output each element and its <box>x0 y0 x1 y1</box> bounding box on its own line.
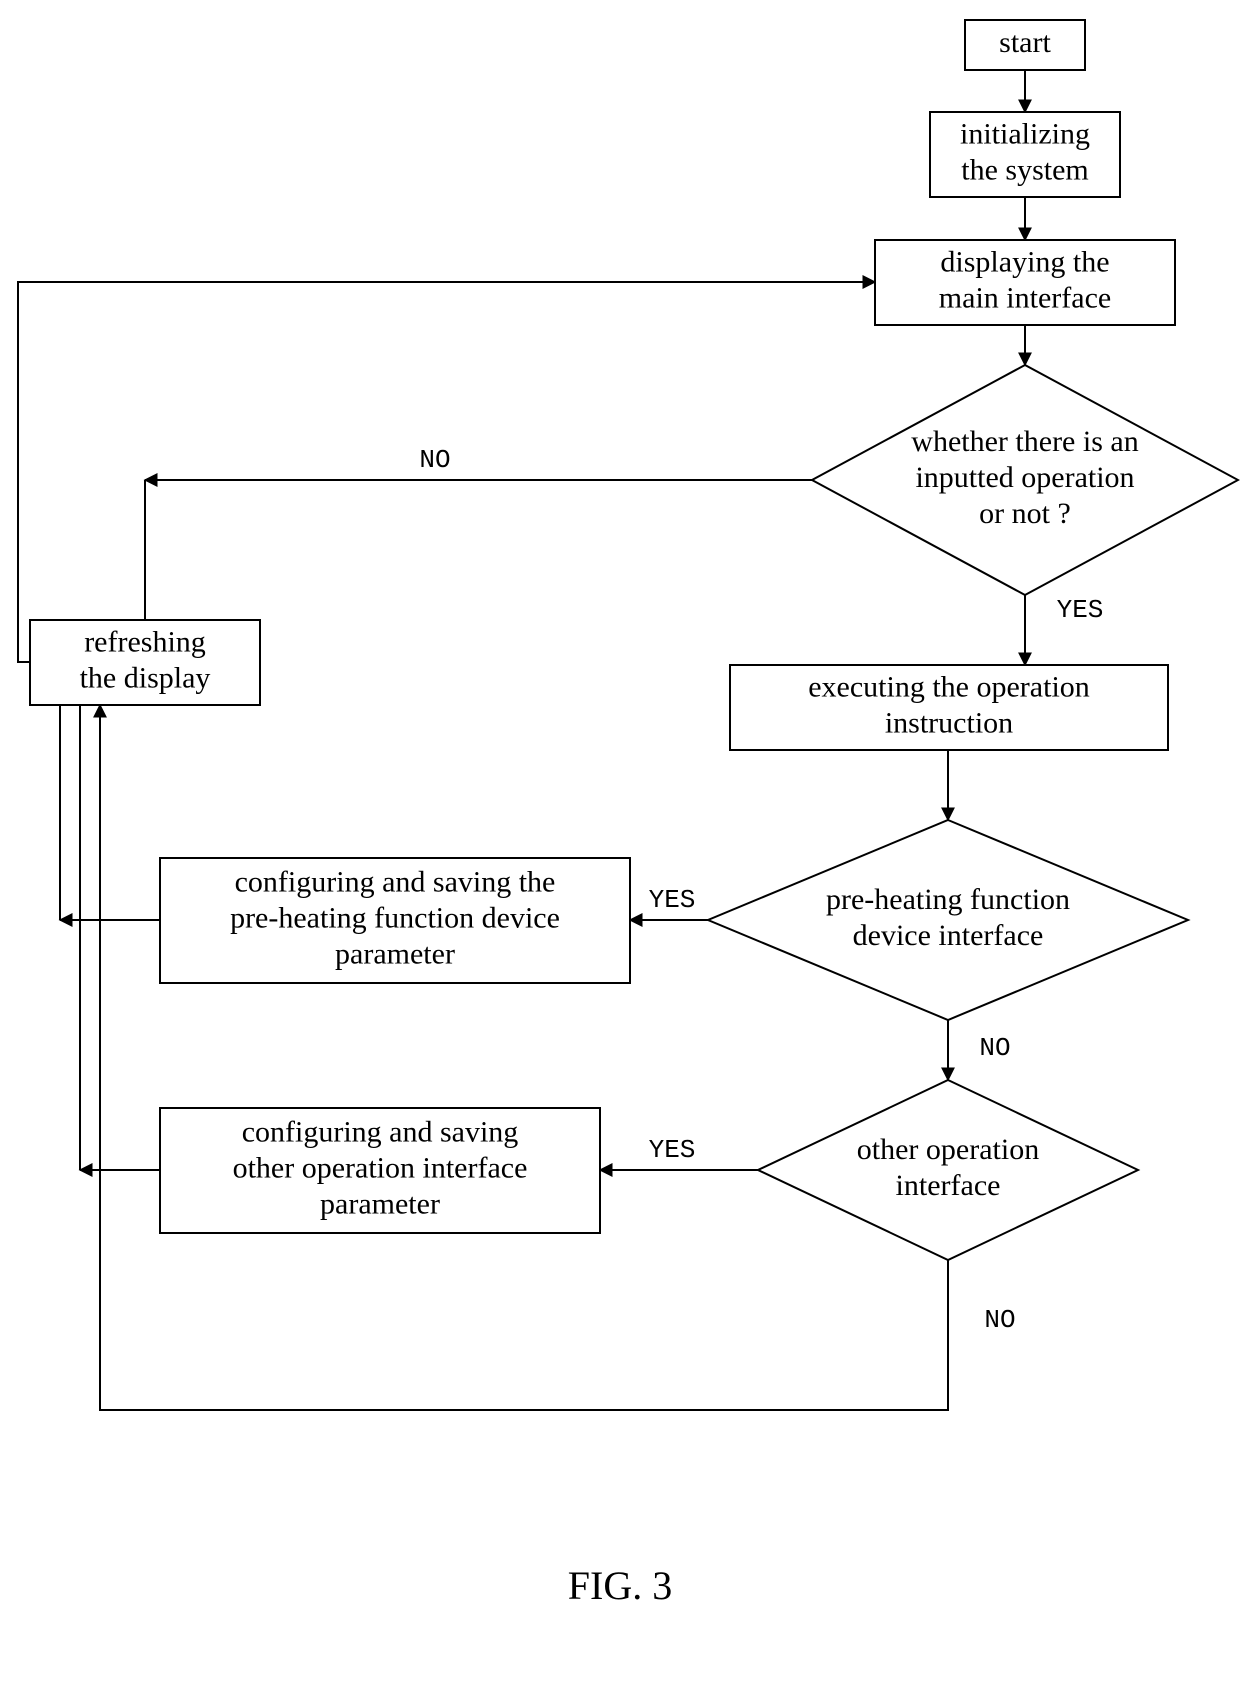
flowchart: YES NO YES NO YES NO start initializingthe syst… <box>0 0 1240 1682</box>
node-preBox-text: parameter <box>335 937 455 970</box>
node-otherDiamond-text: interface <box>896 1169 1001 1202</box>
node-start-text: start <box>999 26 1051 59</box>
edge-label: NO <box>984 1305 1015 1335</box>
edge-label: NO <box>419 445 450 475</box>
edge-label: YES <box>649 1135 696 1165</box>
edge-label: YES <box>1057 595 1104 625</box>
figure-caption: FIG. 3 <box>568 1563 672 1608</box>
node-exec-text: executing the operation <box>808 670 1090 703</box>
flow-edge <box>100 705 948 1410</box>
node-exec-text: instruction <box>885 706 1013 739</box>
node-preBox-text: configuring and saving the <box>235 865 556 898</box>
node-preBox-text: pre-heating function device <box>230 901 560 934</box>
node-init-text: the system <box>961 153 1089 186</box>
node-input-text: whether there is an <box>911 425 1138 458</box>
node-preDiamond-text: pre-heating function <box>826 883 1070 916</box>
node-display-text: main interface <box>939 281 1111 314</box>
node-otherBox-text: parameter <box>320 1187 440 1220</box>
node-preDiamond-text: device interface <box>853 919 1044 952</box>
node-refresh-text: the display <box>80 661 211 694</box>
node-otherBox-text: other operation interface <box>233 1151 528 1184</box>
node-input-text: inputted operation <box>915 461 1134 494</box>
node-init-text: initializing <box>960 117 1090 150</box>
node-otherDiamond-text: other operation <box>857 1133 1039 1166</box>
node-input-text: or not ? <box>979 497 1071 530</box>
edge-label: NO <box>979 1033 1010 1063</box>
node-display-text: displaying the <box>940 245 1109 278</box>
node-refresh-text: refreshing <box>84 625 206 658</box>
node-otherBox-text: configuring and saving <box>242 1115 519 1148</box>
edge-label: YES <box>649 885 696 915</box>
